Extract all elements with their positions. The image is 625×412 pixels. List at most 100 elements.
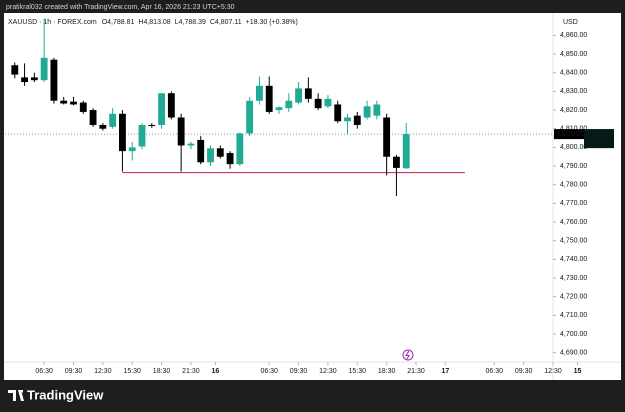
- legend-key: H: [138, 19, 143, 26]
- candle-body: [393, 156, 400, 168]
- candle-body: [30, 77, 38, 81]
- x-tick-label: 15: [574, 368, 582, 375]
- y-tick-label: 4,740.00: [560, 256, 587, 263]
- candle-body: [21, 77, 28, 83]
- candle-body: [60, 100, 68, 104]
- y-tick-label: 4,790.00: [560, 163, 587, 170]
- candle-body: [236, 133, 244, 165]
- legend-key: C: [210, 19, 215, 26]
- candle-body: [256, 85, 263, 101]
- candle-body: [138, 124, 146, 147]
- y-tick-label: 4,770.00: [560, 200, 587, 207]
- x-tick-label: 06:30: [260, 368, 278, 375]
- candle-body: [167, 93, 175, 118]
- legend: XAUUSD · 1h · FOREX.com O 4,788.81 H 4,813.0…: [8, 19, 298, 26]
- y-tick-label: 4,710.00: [560, 312, 587, 319]
- x-tick-label: 16: [211, 368, 219, 375]
- candle-body: [99, 124, 107, 129]
- x-tick-label: 06:30: [35, 368, 53, 375]
- x-tick-label: 06:30: [486, 368, 504, 375]
- candle-body: [226, 152, 234, 165]
- candle-body: [89, 110, 97, 125]
- candle-body: [324, 98, 332, 107]
- candle-body: [304, 88, 312, 99]
- candle-body: [158, 93, 165, 125]
- legend-value: 4,788.39: [179, 19, 206, 26]
- y-tick-label: 4,780.00: [560, 182, 587, 189]
- logo: [8, 390, 24, 401]
- candle-body: [314, 98, 322, 109]
- legend-key: L: [175, 19, 179, 26]
- candle-body: [295, 88, 302, 103]
- legend-key: O: [102, 19, 108, 26]
- x-tick-label: 12:30: [544, 368, 562, 375]
- y-tick-label: 4,760.00: [560, 219, 587, 226]
- price-tag-dark: [584, 129, 614, 149]
- x-tick-label: 12:30: [94, 368, 112, 375]
- event-icon: [402, 349, 414, 361]
- header-caption: pratikral032 created with TradingView.co…: [6, 4, 235, 11]
- candle-body: [265, 85, 273, 112]
- event-bolt: [405, 350, 410, 360]
- x-tick-label: 15:30: [123, 368, 141, 375]
- candle-body: [353, 115, 361, 125]
- legend-value: 4,813.08: [143, 19, 170, 26]
- x-tick-label: 09:30: [65, 368, 83, 375]
- y-tick-label: 4,800.00: [560, 144, 587, 151]
- y-tick-label: 4,750.00: [560, 238, 587, 245]
- x-tick-label: 18:30: [378, 368, 396, 375]
- price-tag-text: 4,807.11: [586, 131, 613, 138]
- candle-body: [216, 148, 224, 157]
- y-tick-label: 4,860.00: [560, 32, 587, 39]
- candle-body: [79, 102, 87, 112]
- candle-body: [177, 117, 185, 146]
- x-tick-label: 12:30: [319, 368, 337, 375]
- legend-value: 4,807.11: [215, 19, 242, 26]
- brand: TradingView: [27, 387, 104, 402]
- candle-body: [402, 134, 410, 169]
- y-tick-label: 4,720.00: [560, 294, 587, 301]
- legend-change: +18.30 (+0.38%): [246, 19, 298, 26]
- candle-body: [344, 117, 351, 122]
- x-tick-label: 21:30: [407, 368, 425, 375]
- y-tick-label: 4,690.00: [560, 350, 587, 357]
- countdown: 06:11: [586, 140, 603, 147]
- candle-body: [11, 65, 19, 75]
- symbol-tag: [554, 129, 584, 140]
- chart-area: [4, 13, 621, 380]
- candle-body: [187, 143, 195, 146]
- x-tick-label: 09:30: [290, 368, 308, 375]
- candle-body: [207, 148, 214, 163]
- candle-body: [383, 117, 391, 157]
- y-tick-label: 4,820.00: [560, 107, 587, 114]
- currency: USD: [563, 19, 578, 26]
- y-tick-label: 4,840.00: [560, 70, 587, 77]
- symbol: XAUUSD · 1h · FOREX.com: [8, 19, 97, 26]
- x-tick-label: 18:30: [153, 368, 171, 375]
- candle-body: [40, 57, 48, 81]
- candle-body: [128, 147, 136, 152]
- candle-body: [109, 113, 117, 127]
- symbol-tag-text: XAUUSD: [556, 131, 585, 138]
- candle-body: [119, 113, 126, 152]
- x-tick-label: 21:30: [182, 368, 200, 375]
- x-tick-label: 17: [441, 368, 449, 375]
- x-tick-label: 09:30: [515, 368, 533, 375]
- candle-body: [246, 100, 254, 134]
- candle-body: [275, 107, 283, 111]
- x-tick-label: 15:30: [349, 368, 367, 375]
- y-tick-label: 4,850.00: [560, 51, 587, 58]
- y-tick-label: 4,830.00: [560, 88, 587, 95]
- candle-body: [285, 100, 293, 109]
- logo-mark: [8, 390, 24, 401]
- y-tick-label: 4,730.00: [560, 275, 587, 282]
- candle-body: [197, 139, 205, 163]
- y-tick-label: 4,810.00: [560, 126, 587, 133]
- candle-body: [70, 101, 77, 105]
- y-tick-label: 4,700.00: [560, 331, 587, 338]
- candle-body: [50, 59, 58, 101]
- candle-body: [148, 124, 156, 126]
- candle-body: [373, 104, 381, 116]
- legend-value: 4,788.81: [107, 19, 134, 26]
